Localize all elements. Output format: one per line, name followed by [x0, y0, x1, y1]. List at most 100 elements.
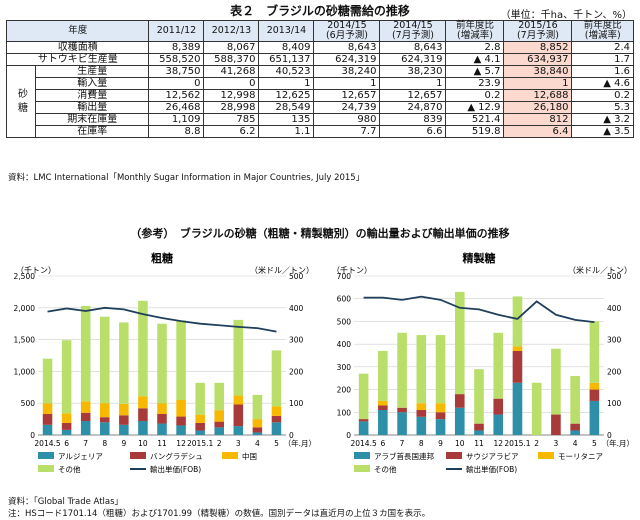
table-cell: ▲ 4.1 — [445, 53, 505, 66]
x-tick-label: 9 — [121, 439, 126, 448]
header-col: 2013/14 — [258, 20, 315, 42]
bar-segment — [416, 403, 427, 411]
y2-tick-label: 500 — [289, 272, 304, 281]
chart-title: 精製糖 — [463, 251, 496, 265]
bar-segment — [214, 410, 224, 422]
table-row: 輸入量 0 0 1 1 1 23.9 1 ▲ 4.6 — [7, 77, 634, 90]
table-cell: 12,562 — [148, 89, 205, 102]
bar-segment — [176, 400, 186, 417]
bar-segment — [474, 430, 484, 435]
bar-segment — [80, 305, 91, 402]
table-cell: 1 — [503, 77, 573, 90]
x-tick-label: 2014.5 — [350, 439, 376, 448]
table-row: 収穫面積 8,389 8,067 8,409 8,643 8,643 2.8 8,852 2.4 — [5, 41, 634, 54]
table-cell: 624,319 — [379, 53, 447, 66]
bar-segment — [358, 419, 369, 422]
bar-segment — [157, 323, 167, 404]
row-label: 輸入量 — [34, 77, 150, 90]
bar-segment — [493, 332, 504, 399]
legend-label: 輸出単価(FOB) — [466, 464, 517, 474]
table-cell: 1 — [258, 77, 315, 90]
bar-segment — [233, 395, 244, 405]
row-label: サトウキビ生産量 — [5, 53, 150, 66]
x-tick-label: 8 — [102, 439, 107, 448]
y-tick-label: 2,000 — [14, 304, 36, 313]
bar-segment — [138, 396, 148, 409]
table-cell: 28,549 — [258, 101, 315, 114]
row-label: 消費量 — [34, 89, 150, 102]
y-tick-label: 700 — [337, 272, 352, 281]
x-axis-label: （年.月） — [284, 438, 316, 448]
bar-segment — [157, 414, 167, 424]
table-cell: 521.4 — [445, 113, 505, 126]
x-tick-label: 7 — [400, 439, 405, 448]
legend-label: バングラデシュ — [150, 451, 203, 461]
x-tick-label: 11 — [157, 439, 167, 448]
table-cell: 38,750 — [148, 65, 205, 78]
table-cell: ▲ 4.6 — [571, 77, 634, 90]
bar-segment — [119, 403, 129, 416]
bar-segment — [416, 416, 427, 435]
row-label: 在庫率 — [34, 125, 150, 138]
bar-segment — [378, 350, 388, 401]
bar-segment — [435, 419, 446, 435]
bar-segment — [214, 382, 224, 411]
bar-segment — [42, 358, 53, 404]
bar-segment — [157, 403, 167, 415]
x-axis-label: （年.月） — [602, 438, 634, 448]
bar-segment — [138, 408, 148, 422]
bar-segment — [589, 389, 600, 401]
y2-tick-label: 100 — [289, 399, 304, 408]
table-cell: 38,840 — [503, 65, 573, 78]
bar-segment — [233, 426, 244, 435]
bar-segment — [214, 421, 224, 428]
bar-segment — [531, 382, 542, 435]
table-cell: ▲ 3.2 — [571, 113, 634, 126]
x-tick-label: 5 — [592, 439, 597, 448]
x-tick-label: 7 — [83, 439, 88, 448]
table-cell: 785 — [203, 113, 260, 126]
bar-segment — [195, 422, 205, 431]
x-tick-label: 4 — [255, 439, 260, 448]
table-cell: 38,240 — [313, 65, 381, 78]
bar-segment — [42, 403, 53, 415]
y2-tick-label: 400 — [607, 304, 622, 313]
legend-label: モーリタニア — [558, 452, 603, 461]
bar-segment — [570, 430, 580, 435]
bar-segment — [100, 422, 110, 435]
y-axis-label: （千トン） — [332, 265, 372, 275]
bar-segment — [100, 417, 110, 423]
bar-segment — [358, 421, 369, 435]
row-label: 輸出量 — [34, 101, 150, 114]
table-cell: 1.6 — [571, 65, 634, 78]
table-cell: 8.8 — [148, 125, 205, 138]
bar-segment — [119, 415, 129, 425]
table-cell: 0 — [203, 77, 260, 90]
bar-segment — [493, 414, 504, 435]
bar-segment — [454, 394, 465, 408]
bar-segment — [435, 403, 446, 413]
header-col: 2012/13 — [203, 20, 260, 42]
x-tick-label: 5 — [274, 439, 279, 448]
y-tick-label: 1,000 — [14, 367, 36, 376]
y2-tick-label: 100 — [607, 399, 622, 408]
bar-segment — [570, 423, 580, 431]
table-cell: 8,409 — [258, 41, 315, 54]
table-row: 砂糖 生産量 38,750 41,268 40,523 38,240 38,230 ▲ 5.7… — [6, 65, 634, 138]
x-tick-label: 2015.1 — [504, 439, 530, 448]
bar-segment — [551, 414, 561, 435]
table-cell: 1.7 — [571, 53, 634, 66]
bar-segment — [252, 432, 263, 435]
header-col: 2014/15 (6月予測) — [313, 20, 381, 42]
header-col: 2015/16 (7月予測) — [503, 20, 573, 42]
table-cell: 6.2 — [203, 125, 260, 138]
legend-swatch — [446, 452, 462, 459]
table-cell: 2.8 — [445, 41, 505, 54]
bar-segment — [271, 406, 282, 416]
legend-label: サウジアラビア — [466, 452, 519, 461]
table-cell: 26,468 — [148, 101, 205, 114]
table-row: 消費量 12,562 12,998 12,625 12,657 12,657 0.2 12,6… — [7, 89, 634, 102]
y2-tick-label: 300 — [289, 336, 304, 345]
table-cell: 12,998 — [203, 89, 260, 102]
legend-label: アラブ首長国連邦 — [374, 451, 434, 461]
